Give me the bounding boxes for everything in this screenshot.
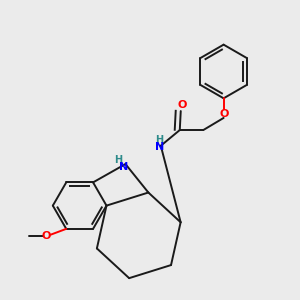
Text: O: O [220,109,229,119]
Text: H: H [114,155,122,165]
Text: N: N [155,142,164,152]
Text: O: O [42,231,51,241]
Text: H: H [155,135,163,145]
Text: N: N [119,162,128,172]
Text: O: O [177,100,187,110]
